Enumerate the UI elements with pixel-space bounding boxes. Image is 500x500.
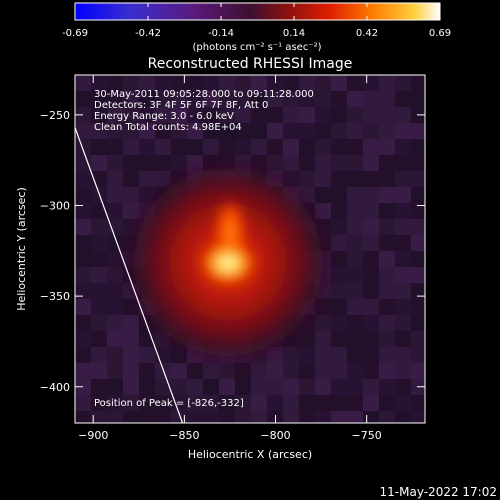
x-tick-label: −850 bbox=[169, 429, 199, 442]
y-tick-label: −350 bbox=[40, 290, 70, 303]
y-tick-label: −300 bbox=[40, 200, 70, 213]
y-axis-ticks: −250 −300 −350 −400 bbox=[40, 109, 425, 394]
y-tick-label: −250 bbox=[40, 109, 70, 122]
x-tick-label: −900 bbox=[78, 429, 108, 442]
info-line-detectors: Detectors: 3F 4F 5F 6F 7F 8F, Att 0 bbox=[94, 100, 268, 111]
colorbar: -0.69 -0.42 -0.14 0.14 0.42 0.69 (photons cm⁻… bbox=[62, 2, 451, 53]
y-tick-label: −400 bbox=[40, 381, 70, 394]
colorbar-strip bbox=[74, 2, 441, 21]
colorbar-tick-label: 0.69 bbox=[429, 28, 451, 39]
flare-core bbox=[198, 239, 258, 287]
chart-title: Reconstructed RHESSI Image bbox=[148, 56, 353, 72]
colorbar-tick-label: 0.14 bbox=[283, 28, 305, 39]
peak-position-label: Position of Peak = [-826,-332] bbox=[94, 398, 244, 409]
colorbar-tick-label: -0.14 bbox=[208, 28, 234, 39]
y-axis-label: Heliocentric Y (arcsec) bbox=[15, 187, 28, 311]
colorbar-tick-label: -0.69 bbox=[62, 28, 88, 39]
info-line-energy: Energy Range: 3.0 - 6.0 keV bbox=[94, 111, 234, 122]
info-line-time: 30-May-2011 09:05:28.000 to 09:11:28.000 bbox=[94, 89, 314, 100]
x-axis-ticks: −900 −850 −800 −750 bbox=[78, 75, 382, 442]
colorbar-unit-label: (photons cm⁻² s⁻¹ asec⁻²) bbox=[192, 42, 321, 53]
x-tick-label: −800 bbox=[260, 429, 290, 442]
x-axis-label: Heliocentric X (arcsec) bbox=[188, 448, 312, 461]
solar-limb-line bbox=[75, 127, 184, 423]
footer-timestamp: 11-May-2022 17:02 bbox=[380, 485, 497, 499]
colorbar-ticks: -0.69 -0.42 -0.14 0.14 0.42 0.69 bbox=[62, 3, 451, 39]
observation-info: 30-May-2011 09:05:28.000 to 09:11:28.000… bbox=[94, 89, 314, 133]
plot-frame bbox=[74, 74, 426, 424]
colorbar-tick-label: -0.42 bbox=[135, 28, 161, 39]
heatmap-image bbox=[75, 75, 425, 423]
info-line-counts: Clean Total counts: 4.98E+04 bbox=[94, 122, 242, 133]
x-tick-label: −750 bbox=[352, 429, 382, 442]
colorbar-tick-label: 0.42 bbox=[356, 28, 378, 39]
